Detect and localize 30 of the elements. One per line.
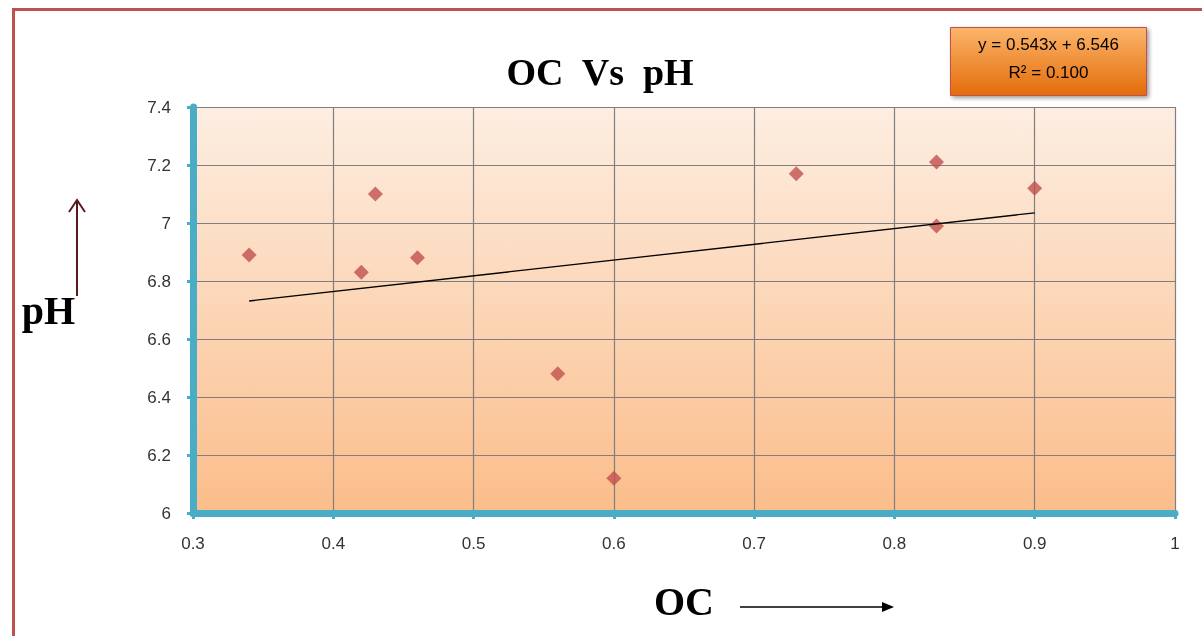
text: y = 0.543x + 6.546 — [978, 34, 1119, 54]
x-tick-label: 0.3 — [181, 534, 205, 553]
point — [241, 247, 257, 263]
y-tick-label: 7.4 — [147, 97, 171, 117]
y-tick-label: 7 — [161, 213, 171, 233]
y-tick-label: 6 — [161, 503, 171, 523]
y-axis-title: pH — [21, 287, 75, 333]
y-tick-label: 6.8 — [147, 271, 171, 291]
x-axis-title: OC — [654, 578, 714, 624]
x-tick-label: 1 — [1170, 534, 1180, 553]
chart-title: OC Vs pH — [506, 51, 694, 93]
x-tick-label: 0.8 — [882, 534, 907, 553]
y-tick-label: 6.2 — [147, 445, 171, 465]
x-tick-label: 0.6 — [602, 534, 626, 553]
point — [550, 366, 566, 382]
x-tick-label: 0.4 — [321, 534, 346, 553]
point — [353, 264, 369, 280]
x-tick-label: 0.5 — [461, 534, 486, 553]
text: R² = 0.100 — [1008, 62, 1089, 82]
x-tick-label: 0.7 — [742, 534, 766, 553]
y-tick-label: 7.2 — [147, 155, 171, 175]
point — [929, 154, 945, 170]
point — [788, 166, 804, 182]
point — [1027, 180, 1043, 196]
y-tick-label: 6.6 — [147, 329, 171, 349]
x-tick-label: 0.9 — [1022, 534, 1047, 553]
point — [409, 250, 425, 266]
y-tick-label: 6.4 — [147, 387, 171, 407]
point — [367, 186, 383, 202]
point — [606, 470, 622, 486]
